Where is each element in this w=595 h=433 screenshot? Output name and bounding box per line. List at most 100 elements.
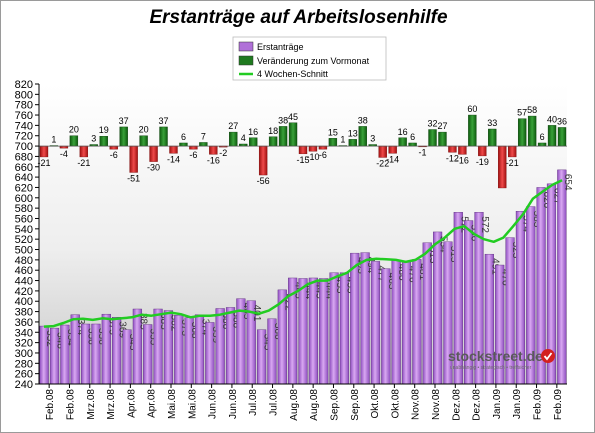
change-bar-label: -6 xyxy=(110,150,118,160)
logo-check-icon xyxy=(541,349,555,363)
x-tick-label: Dez.08 xyxy=(472,389,483,421)
change-bar-label: 6 xyxy=(181,132,186,142)
change-bar-label: 16 xyxy=(398,127,408,137)
change-bar-positive xyxy=(517,118,527,147)
change-bar-positive xyxy=(139,135,148,147)
legend-swatch-claims xyxy=(238,41,254,52)
change-bar-label: 58 xyxy=(527,105,537,115)
change-bar-label: -15 xyxy=(296,155,309,165)
claims-bar-label: 481 xyxy=(417,263,428,280)
claims-bar-label: 620 xyxy=(541,191,552,208)
x-tick-label: Sep.08 xyxy=(329,389,340,421)
change-bar-label: 1 xyxy=(51,135,56,145)
change-bar-positive xyxy=(547,125,557,147)
x-tick-label: Nov.08 xyxy=(411,389,422,420)
claims-bar-label: 422 xyxy=(282,294,293,311)
change-bar-negative xyxy=(258,145,268,176)
claims-bar-label: 382 xyxy=(168,315,179,332)
claims-bar-label: 463 xyxy=(386,273,397,290)
change-bar-positive xyxy=(99,136,108,147)
change-bar-positive xyxy=(557,127,567,147)
change-bar-positive xyxy=(119,126,128,147)
change-bar-label: 45 xyxy=(288,112,298,122)
change-bar-label: 20 xyxy=(69,125,79,135)
claims-bar-label: 480 xyxy=(396,264,407,281)
change-bar-label: 19 xyxy=(99,125,109,135)
change-bar-positive xyxy=(488,128,497,147)
change-bar-label: -12 xyxy=(446,153,459,163)
y-tick-label: 320 xyxy=(15,338,33,350)
y-tick-label: 420 xyxy=(15,286,33,298)
x-tick-label: Aug.08 xyxy=(309,389,320,421)
x-tick-label: Aug.08 xyxy=(289,389,300,421)
change-bar-label: 6 xyxy=(540,132,545,142)
legend-label-change: Veränderung zum Vormonat xyxy=(257,56,370,66)
y-axis: 2402602803003203403603804004204404604805… xyxy=(15,79,40,391)
y-tick-label: 440 xyxy=(15,276,33,288)
change-bar-positive xyxy=(358,126,367,147)
change-bar-label: 37 xyxy=(159,116,169,126)
y-tick-label: 800 xyxy=(15,89,33,101)
change-bar-positive xyxy=(438,131,447,147)
change-bar-positive xyxy=(527,115,537,147)
claims-bar-label: 386 xyxy=(220,312,231,329)
claims-bar-label: 444 xyxy=(324,282,335,299)
change-bar-positive xyxy=(249,137,258,147)
change-bar-label: 57 xyxy=(517,108,527,118)
change-bar-negative xyxy=(149,145,158,162)
x-tick-label: Nov.08 xyxy=(431,389,442,420)
change-bar-positive xyxy=(468,114,477,147)
change-bar-positive xyxy=(179,142,188,147)
change-bar-negative xyxy=(189,145,198,150)
claims-bar-label: 523 xyxy=(510,242,521,259)
change-bar-label: -16 xyxy=(207,155,220,165)
four-week-average-line xyxy=(43,179,563,328)
claims-bar-label: 445 xyxy=(313,282,324,299)
claims-bar-label: 359 xyxy=(210,326,221,343)
y-tick-label: 460 xyxy=(15,265,33,277)
change-bar-label: -16 xyxy=(456,155,469,165)
x-tick-label: Jun.08 xyxy=(208,389,219,419)
change-bar-negative xyxy=(458,145,467,155)
claims-bar-label: 515 xyxy=(448,246,459,263)
legend: Erstanträge Veränderung zum Vormonat 4 W… xyxy=(232,36,387,81)
x-tick-label: Apr.08 xyxy=(126,389,137,418)
claims-bar xyxy=(557,169,567,385)
change-bar-label: 13 xyxy=(348,128,358,138)
claims-bar-label: 345 xyxy=(127,334,138,351)
x-tick-label: Okt.08 xyxy=(390,389,401,419)
change-bar-positive xyxy=(537,142,547,147)
change-bar-label: 3 xyxy=(370,134,375,144)
claims-bar-label: 375 xyxy=(106,318,117,335)
y-tick-label: 680 xyxy=(15,151,33,163)
y-tick-label: 540 xyxy=(15,224,33,236)
claims-bar-label: 374 xyxy=(199,319,210,336)
claims-bar-label: 385 xyxy=(158,313,169,330)
claims-bar-label: 627 xyxy=(551,188,562,205)
y-tick-label: 500 xyxy=(15,245,33,257)
x-axis: Feb.08 Feb.08 Mrz.08 Mrz.08 Apr.08 Apr.08 Mai.… xyxy=(39,383,567,421)
y-tick-label: 240 xyxy=(15,379,33,391)
change-bar-positive xyxy=(288,122,298,147)
y-tick-label: 760 xyxy=(15,110,33,122)
change-bar-label: -21 xyxy=(77,158,90,168)
change-bar-positive xyxy=(428,129,437,147)
claims-bar-label: 368 xyxy=(189,322,200,339)
claims-bar-label: 356 xyxy=(96,328,107,345)
y-tick-label: 260 xyxy=(15,369,33,381)
y-tick-label: 520 xyxy=(15,234,33,246)
logo-wordmark: stockstreet.de xyxy=(448,348,543,364)
change-bar-positive xyxy=(408,142,417,147)
change-bar-positive xyxy=(229,131,238,147)
claims-bar-label: 574 xyxy=(520,215,531,232)
change-bar-label: -21 xyxy=(506,158,519,168)
y-tick-label: 660 xyxy=(15,162,33,174)
claims-bar-label: 455 xyxy=(344,277,355,294)
claims-bar-label: 348 xyxy=(55,332,66,349)
change-bar-negative xyxy=(318,145,328,150)
change-bar-negative xyxy=(39,145,49,158)
change-bar-negative xyxy=(169,145,178,154)
change-bar-positive xyxy=(278,126,288,147)
claims-bar-label: 345 xyxy=(262,334,273,351)
